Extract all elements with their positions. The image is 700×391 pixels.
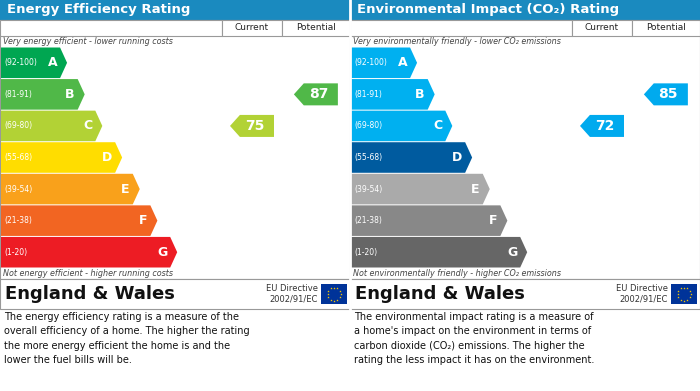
Text: Potential: Potential	[646, 23, 686, 32]
Polygon shape	[1, 237, 177, 267]
Text: 87: 87	[309, 87, 328, 101]
Text: B: B	[65, 88, 75, 101]
Polygon shape	[1, 79, 85, 109]
Bar	[0, 20, 223, 36]
Polygon shape	[580, 115, 624, 137]
Text: Current: Current	[585, 23, 619, 32]
Text: Not energy efficient - higher running costs: Not energy efficient - higher running co…	[3, 269, 173, 278]
Bar	[0, 279, 350, 309]
Polygon shape	[1, 142, 122, 173]
Bar	[350, 20, 700, 279]
Text: (81-91): (81-91)	[354, 90, 382, 99]
Text: England & Wales: England & Wales	[355, 285, 525, 303]
Polygon shape	[1, 174, 140, 204]
Text: E: E	[121, 183, 130, 196]
Text: England & Wales: England & Wales	[5, 285, 175, 303]
Text: (55-68): (55-68)	[354, 153, 382, 162]
Polygon shape	[644, 83, 688, 105]
Text: (21-38): (21-38)	[4, 216, 32, 225]
Text: Current: Current	[235, 23, 269, 32]
Text: Not environmentally friendly - higher CO₂ emissions: Not environmentally friendly - higher CO…	[353, 269, 561, 278]
Text: (81-91): (81-91)	[4, 90, 32, 99]
Bar	[350, 279, 700, 309]
Polygon shape	[351, 174, 490, 204]
Text: G: G	[507, 246, 517, 259]
Text: 85: 85	[659, 87, 678, 101]
Text: (39-54): (39-54)	[354, 185, 382, 194]
Text: (1-20): (1-20)	[4, 248, 27, 257]
Text: (92-100): (92-100)	[354, 58, 387, 67]
Text: Potential: Potential	[296, 23, 336, 32]
Polygon shape	[351, 237, 527, 267]
Text: (21-38): (21-38)	[354, 216, 382, 225]
Polygon shape	[351, 205, 508, 236]
Bar	[573, 20, 631, 36]
Polygon shape	[351, 111, 452, 141]
Text: Environmental Impact (CO₂) Rating: Environmental Impact (CO₂) Rating	[357, 4, 619, 16]
Polygon shape	[1, 205, 158, 236]
Text: B: B	[415, 88, 425, 101]
Text: G: G	[157, 246, 167, 259]
Polygon shape	[351, 47, 417, 78]
Text: Very environmentally friendly - lower CO₂ emissions: Very environmentally friendly - lower CO…	[353, 37, 561, 46]
Text: D: D	[452, 151, 462, 164]
Bar	[350, 20, 573, 36]
Polygon shape	[351, 79, 435, 109]
Polygon shape	[351, 142, 472, 173]
Text: Very energy efficient - lower running costs: Very energy efficient - lower running co…	[3, 37, 173, 46]
Bar	[631, 20, 700, 36]
Text: C: C	[83, 119, 92, 133]
Polygon shape	[230, 115, 274, 137]
Bar	[281, 20, 350, 36]
Text: Energy Efficiency Rating: Energy Efficiency Rating	[7, 4, 190, 16]
Text: 72: 72	[595, 119, 614, 133]
Bar	[0, 20, 350, 279]
Text: A: A	[398, 56, 407, 69]
Text: EU Directive
2002/91/EC: EU Directive 2002/91/EC	[266, 284, 318, 304]
Text: F: F	[489, 214, 498, 227]
Text: D: D	[102, 151, 112, 164]
Text: (69-80): (69-80)	[4, 122, 32, 131]
Text: (39-54): (39-54)	[4, 185, 32, 194]
Bar	[0, 0, 350, 20]
Text: A: A	[48, 56, 57, 69]
Polygon shape	[1, 47, 67, 78]
Text: (55-68): (55-68)	[4, 153, 32, 162]
Text: 75: 75	[245, 119, 264, 133]
Text: (92-100): (92-100)	[4, 58, 37, 67]
Text: C: C	[433, 119, 442, 133]
Bar	[223, 20, 281, 36]
Text: EU Directive
2002/91/EC: EU Directive 2002/91/EC	[616, 284, 668, 304]
Bar	[671, 284, 697, 304]
Text: F: F	[139, 214, 148, 227]
Polygon shape	[1, 111, 102, 141]
Text: E: E	[471, 183, 480, 196]
Text: The environmental impact rating is a measure of
a home's impact on the environme: The environmental impact rating is a mea…	[354, 312, 594, 365]
Text: (1-20): (1-20)	[354, 248, 377, 257]
Bar	[350, 0, 700, 20]
Text: The energy efficiency rating is a measure of the
overall efficiency of a home. T: The energy efficiency rating is a measur…	[4, 312, 250, 365]
Bar	[321, 284, 347, 304]
Polygon shape	[294, 83, 338, 105]
Text: (69-80): (69-80)	[354, 122, 382, 131]
